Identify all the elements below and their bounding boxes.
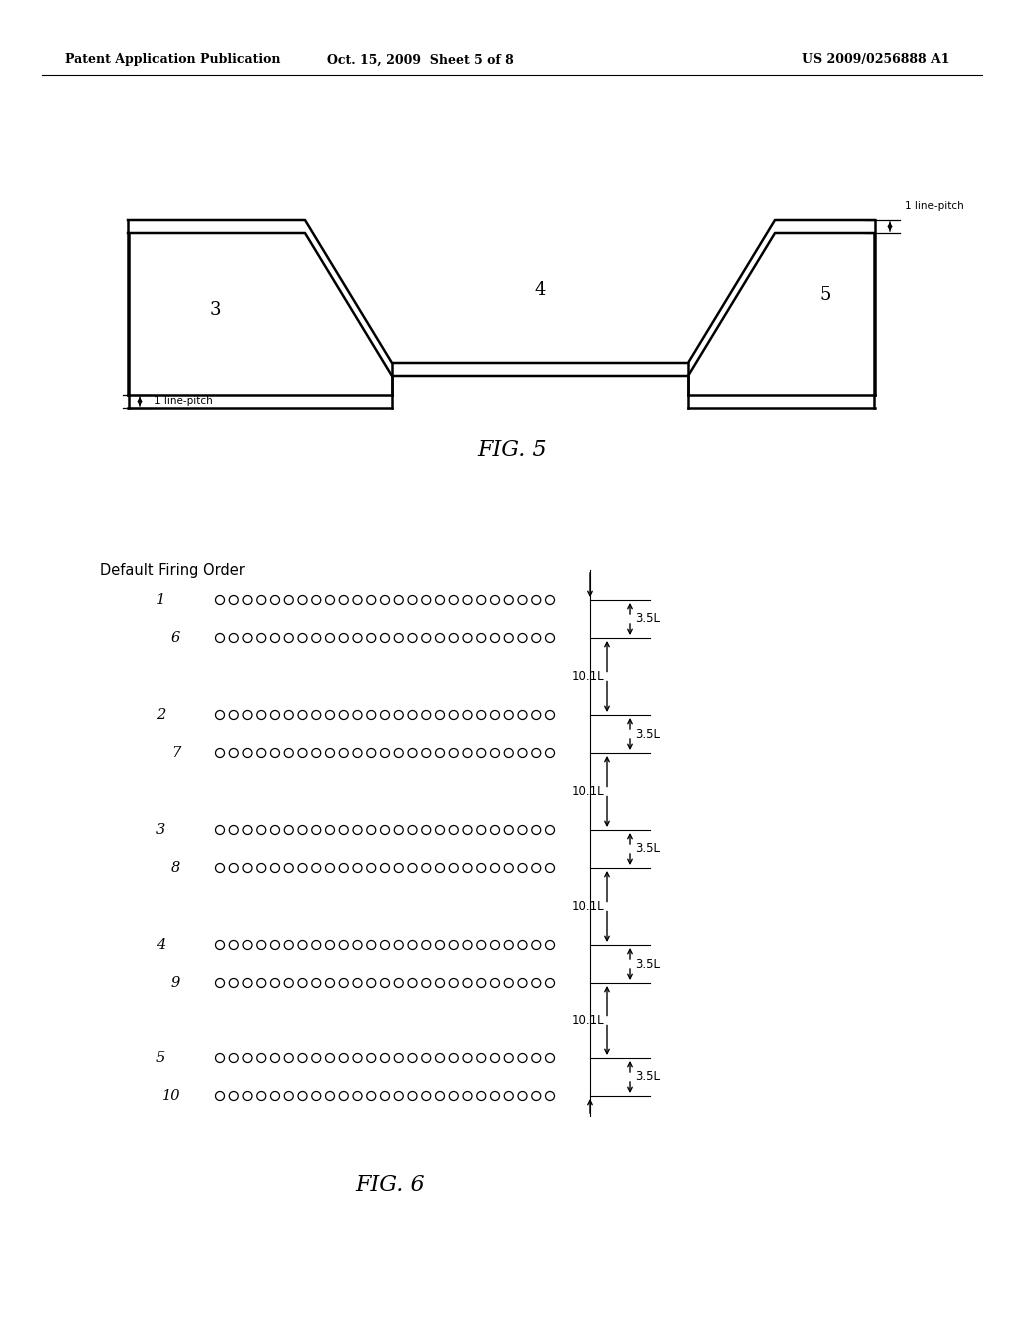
Text: Patent Application Publication: Patent Application Publication — [65, 54, 281, 66]
Text: 2: 2 — [156, 708, 165, 722]
Text: Default Firing Order: Default Firing Order — [100, 562, 245, 578]
Text: 3.5L: 3.5L — [635, 1071, 660, 1084]
Text: FIG. 5: FIG. 5 — [477, 440, 547, 461]
Text: 5: 5 — [156, 1051, 165, 1065]
Text: 10.1L: 10.1L — [571, 785, 604, 799]
Text: 3.5L: 3.5L — [635, 727, 660, 741]
Text: 7: 7 — [171, 746, 180, 760]
Text: 10.1L: 10.1L — [571, 671, 604, 682]
Text: 1 line-pitch: 1 line-pitch — [154, 396, 213, 407]
Text: 3: 3 — [156, 822, 165, 837]
Text: 3.5L: 3.5L — [635, 842, 660, 855]
Text: 10: 10 — [162, 1089, 180, 1104]
Text: 9: 9 — [171, 975, 180, 990]
Text: 8: 8 — [171, 861, 180, 875]
Text: 4: 4 — [535, 281, 546, 300]
Text: 1: 1 — [156, 593, 165, 607]
Text: 3.5L: 3.5L — [635, 957, 660, 970]
Text: 3: 3 — [209, 301, 221, 319]
Text: 5: 5 — [819, 286, 830, 304]
Text: 4: 4 — [156, 939, 165, 952]
Text: 10.1L: 10.1L — [571, 900, 604, 913]
Text: 6: 6 — [171, 631, 180, 645]
Text: FIG. 6: FIG. 6 — [355, 1173, 425, 1196]
Text: 1 line-pitch: 1 line-pitch — [905, 201, 964, 211]
Text: Oct. 15, 2009  Sheet 5 of 8: Oct. 15, 2009 Sheet 5 of 8 — [327, 54, 513, 66]
Text: 3.5L: 3.5L — [635, 612, 660, 626]
Text: 10.1L: 10.1L — [571, 1014, 604, 1027]
Text: US 2009/0256888 A1: US 2009/0256888 A1 — [803, 54, 950, 66]
